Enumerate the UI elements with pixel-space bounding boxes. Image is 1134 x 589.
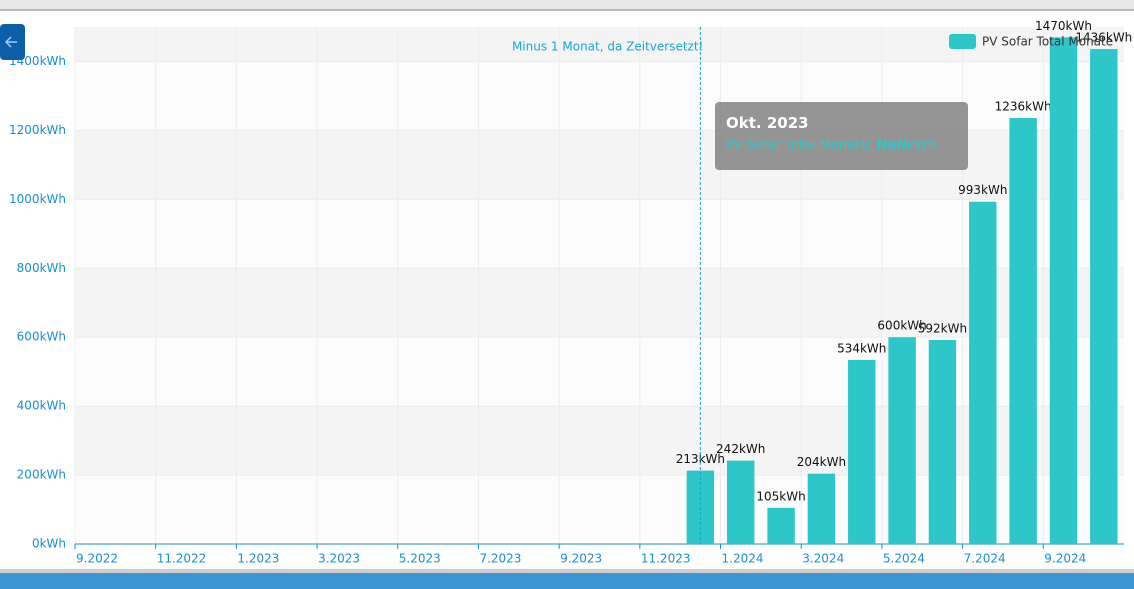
value-label: 1236kWh — [995, 99, 1052, 113]
grid-band — [75, 406, 1124, 476]
x-tick-label: 5.2023 — [399, 552, 441, 566]
bar — [767, 507, 795, 544]
x-tick-label: 11.2022 — [157, 552, 207, 566]
x-tick-label: 3.2024 — [802, 552, 844, 566]
value-label: 1436kWh — [1075, 31, 1132, 45]
value-label: 993kWh — [958, 183, 1007, 197]
x-tick-label: 5.2024 — [883, 552, 925, 566]
y-tick-label: 1200kWh — [9, 123, 66, 137]
bar — [1090, 49, 1118, 545]
x-tick-label: 1.2024 — [722, 552, 764, 566]
tooltip: Okt. 2023 PV Sofar Total Monate: NaNkWh — [715, 102, 968, 170]
x-tick-label: 1.2023 — [237, 552, 279, 566]
bottom-bar — [0, 573, 1134, 589]
x-tick-label: 9.2024 — [1044, 552, 1086, 566]
y-tick-label: 200kWh — [17, 468, 66, 482]
y-tick-label: 800kWh — [17, 261, 66, 275]
tooltip-unit: kWh — [907, 138, 936, 153]
bar — [969, 201, 997, 544]
value-label: 600kWh — [877, 319, 926, 333]
x-tick-label: 7.2023 — [479, 552, 521, 566]
bar — [1009, 117, 1037, 544]
tooltip-series: PV Sofar Total Monate: — [726, 138, 873, 153]
bar — [726, 460, 755, 544]
bottom-bar-shadow — [0, 569, 1134, 573]
value-label: 105kWh — [756, 489, 805, 503]
value-label: 242kWh — [716, 442, 765, 456]
tooltip-line: PV Sofar Total Monate: NaNkWh — [726, 138, 957, 153]
value-label: 534kWh — [837, 341, 886, 355]
legend-swatch — [949, 34, 976, 49]
grid-band — [75, 268, 1124, 338]
bar — [848, 359, 876, 544]
value-label: 1470kWh — [1035, 19, 1092, 33]
tooltip-title: Okt. 2023 — [726, 114, 809, 132]
x-tick-label: 11.2023 — [641, 552, 691, 566]
top-bar — [0, 0, 1134, 9]
annotation: Minus 1 Monat, da Zeitversetzt! — [512, 40, 703, 54]
bar — [807, 473, 836, 544]
bar — [1049, 37, 1078, 545]
x-tick-label: 9.2022 — [76, 552, 118, 566]
back-icon — [4, 36, 17, 48]
plot: 0kWh 200kWh 400kWh 600kWh 800kWh 1000kWh 1200k… — [9, 19, 1132, 566]
y-tick-label: 600kWh — [17, 330, 66, 344]
legend-label: PV Sofar Total Monate — [982, 35, 1113, 49]
top-bar-shadow — [0, 9, 1134, 11]
y-tick-label: 400kWh — [17, 399, 66, 413]
tooltip-value: NaN — [876, 138, 908, 153]
x-tick-label: 9.2023 — [560, 552, 602, 566]
y-tick-label: 0kWh — [32, 537, 66, 551]
y-tick-label: 1000kWh — [9, 192, 66, 206]
value-label: 592kWh — [918, 321, 967, 335]
bar — [888, 337, 916, 544]
bar — [928, 339, 957, 544]
x-tick-label: 3.2023 — [318, 552, 360, 566]
x-tick-label: 7.2024 — [964, 552, 1006, 566]
value-label: 204kWh — [797, 455, 846, 469]
